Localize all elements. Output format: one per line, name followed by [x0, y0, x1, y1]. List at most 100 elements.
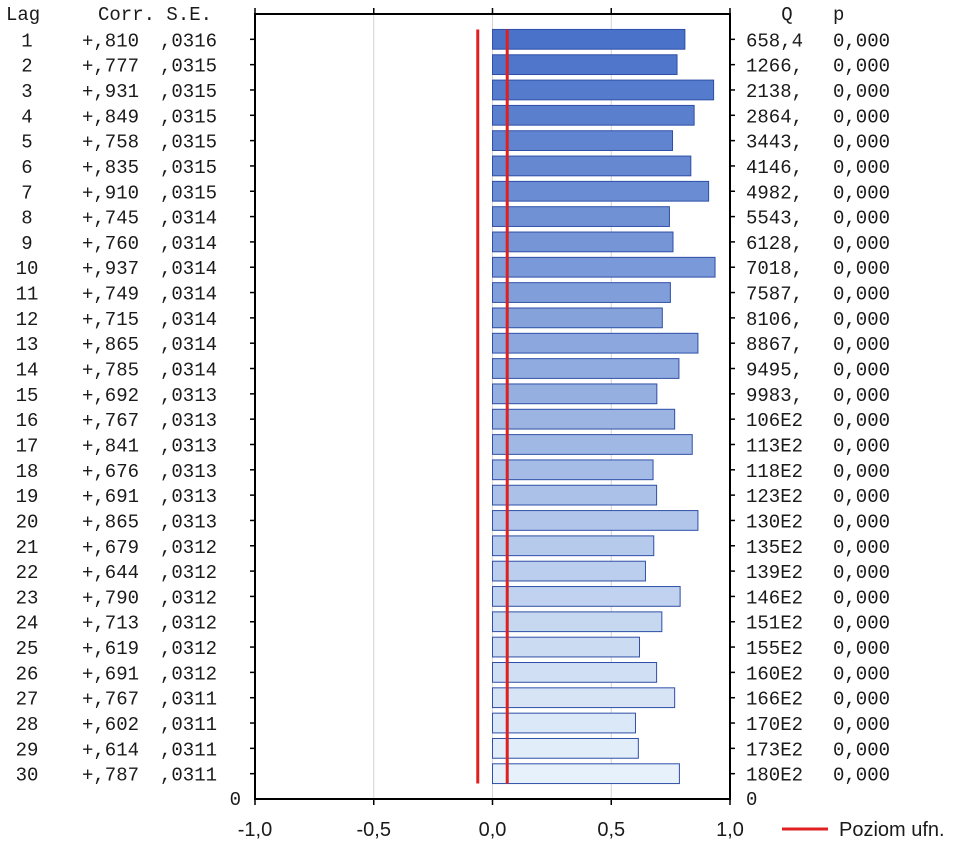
x-tick-label: 0,5: [597, 819, 625, 841]
corr-label: +,614: [82, 739, 139, 761]
p-label: 0,000: [833, 360, 890, 382]
lag-label: 30: [16, 765, 39, 787]
q-label: 173E2: [746, 739, 803, 761]
q-label: 155E2: [746, 638, 803, 660]
bar-lag-6: [492, 155, 692, 177]
corr-label: +,679: [82, 537, 139, 559]
bar-lag-19: [492, 484, 658, 506]
lag-label: 13: [16, 334, 39, 356]
se-label: ,0314: [160, 258, 217, 280]
bar-lag-21: [492, 535, 655, 557]
corr-label: +,745: [82, 208, 139, 230]
x-tick-label: 1,0: [716, 819, 744, 841]
p-label: 0,000: [833, 663, 890, 685]
lag-label: 4: [21, 106, 32, 128]
q-label: 2864,: [746, 106, 803, 128]
se-label: ,0314: [160, 208, 217, 230]
q-label: 170E2: [746, 714, 803, 736]
p-label: 0,000: [833, 334, 890, 356]
bar-lag-17: [492, 434, 693, 455]
se-label: ,0312: [160, 562, 217, 584]
se-label: ,0315: [160, 132, 217, 154]
p-label: 0,000: [833, 562, 890, 584]
x-tick-label: 0,0: [479, 819, 507, 841]
bar-lag-27: [492, 687, 676, 709]
se-label: ,0312: [160, 587, 217, 609]
corr-label: +,835: [82, 157, 139, 179]
q-label: 135E2: [746, 537, 803, 559]
header-q: Q: [781, 4, 792, 26]
lag-label: 16: [16, 410, 39, 432]
se-label: ,0311: [160, 739, 217, 761]
q-label: 9983,: [746, 385, 803, 407]
bar-lag-23: [492, 586, 681, 607]
p-label: 0,000: [833, 208, 890, 230]
se-label: ,0311: [160, 689, 217, 711]
q-label: 2138,: [746, 81, 803, 103]
header-lag: Lag: [6, 4, 40, 26]
p-label: 0,000: [833, 587, 890, 609]
corr-label: +,785: [82, 360, 139, 382]
corr-label: +,767: [82, 689, 139, 711]
lag-label: 2: [21, 56, 32, 78]
corr-label: +,790: [82, 587, 139, 609]
p-label: 0,000: [833, 739, 890, 761]
lag-label: 28: [16, 714, 39, 736]
p-label: 0,000: [833, 385, 890, 407]
p-label: 0,000: [833, 56, 890, 78]
corr-label: +,691: [82, 486, 139, 508]
se-label: ,0314: [160, 309, 217, 331]
corr-label: +,749: [82, 284, 139, 306]
q-label: 3443,: [746, 132, 803, 154]
se-label: ,0314: [160, 334, 217, 356]
bar-lag-30: [492, 763, 680, 785]
bar-lag-26: [492, 662, 658, 683]
se-label: ,0315: [160, 81, 217, 103]
se-label: ,0313: [160, 435, 217, 457]
bar-lag-25: [492, 636, 641, 658]
corr-label: +,787: [82, 765, 139, 787]
corr-label: +,692: [82, 385, 139, 407]
p-label: 0,000: [833, 435, 890, 457]
se-label: ,0315: [160, 106, 217, 128]
p-label: 0,000: [833, 284, 890, 306]
q-label: 6128,: [746, 233, 803, 255]
corr-label: +,715: [82, 309, 139, 331]
se-label: ,0311: [160, 765, 217, 787]
q-label: 7018,: [746, 258, 803, 280]
corr-label: +,713: [82, 613, 139, 635]
bar-lag-9: [492, 231, 674, 253]
lag-label: 3: [21, 81, 32, 103]
se-label: ,0313: [160, 511, 217, 533]
header-p: p: [833, 4, 844, 26]
se-label: ,0314: [160, 284, 217, 306]
lag-label: 23: [16, 587, 39, 609]
q-label: 118E2: [746, 461, 803, 483]
lag-label: 12: [16, 309, 39, 331]
lag-label: 9: [21, 233, 32, 255]
q-label: 123E2: [746, 486, 803, 508]
q-label: 113E2: [746, 435, 803, 457]
bar-lag-29: [492, 737, 639, 759]
confidence-lines: [476, 29, 509, 784]
q-label: 8106,: [746, 309, 803, 331]
q-label: 180E2: [746, 765, 803, 787]
lag-label: 24: [16, 613, 39, 635]
p-label: 0,000: [833, 613, 890, 635]
x-tick-label: -1,0: [238, 819, 272, 841]
se-label: ,0313: [160, 385, 217, 407]
bar-lag-18: [492, 459, 654, 481]
bar-lag-8: [492, 206, 670, 227]
corr-label: +,841: [82, 435, 139, 457]
bar-lag-24: [492, 611, 663, 633]
tick-marks: [250, 8, 735, 805]
p-label: 0,000: [833, 233, 890, 255]
se-label: ,0316: [160, 30, 217, 52]
lag-label: 6: [21, 157, 32, 179]
corr-label: +,760: [82, 233, 139, 255]
lag-label: 18: [16, 461, 39, 483]
se-label: ,0312: [160, 663, 217, 685]
p-label: 0,000: [833, 714, 890, 736]
q-label: 4982,: [746, 182, 803, 204]
